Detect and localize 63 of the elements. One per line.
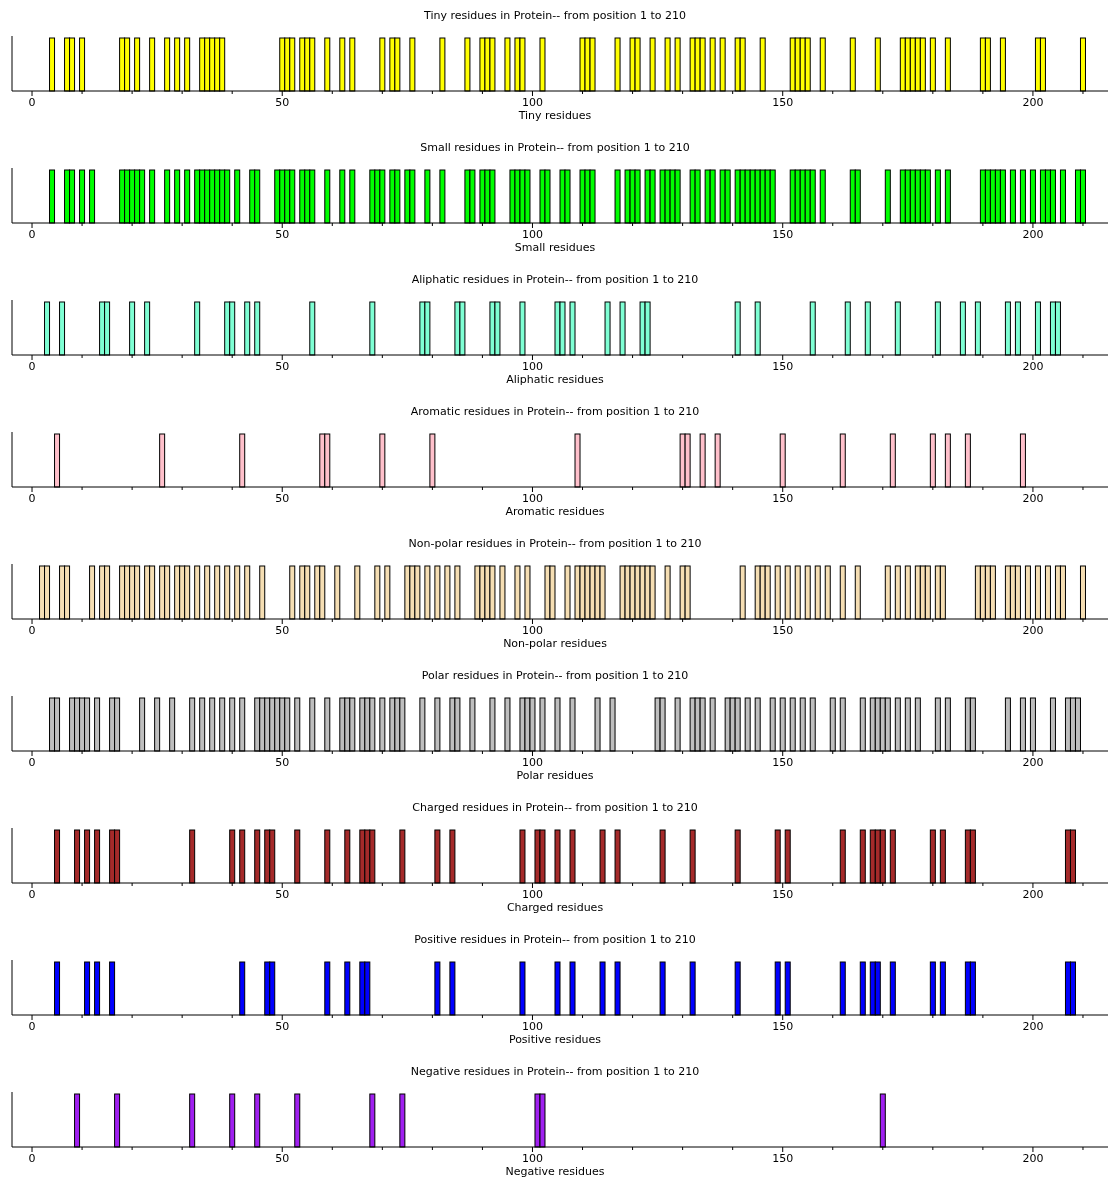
x-tick-label: 150 bbox=[772, 888, 794, 901]
x-axis-title: Positive residues bbox=[508, 1033, 602, 1046]
x-axis-title: Non-polar residues bbox=[503, 637, 608, 650]
chart-title: Aliphatic residues in Protein-- from position 1 to 210 bbox=[411, 273, 699, 286]
x-tick-label: 200 bbox=[1022, 1152, 1044, 1165]
x-tick-label: 200 bbox=[1022, 756, 1044, 769]
x-tick-label: 0 bbox=[28, 1152, 36, 1165]
x-axis-title: Tiny residues bbox=[517, 109, 592, 122]
chart-title: Tiny residues in Protein-- from position 1 to 210 bbox=[423, 9, 686, 22]
x-tick-label: 50 bbox=[275, 360, 290, 373]
x-tick-label: 200 bbox=[1022, 1020, 1044, 1033]
x-tick-label: 100 bbox=[521, 492, 543, 505]
x-tick-label: 50 bbox=[275, 624, 290, 637]
x-tick-label: 50 bbox=[275, 756, 290, 769]
x-tick-label: 150 bbox=[772, 756, 794, 769]
x-tick-label: 50 bbox=[275, 888, 290, 901]
x-tick-label: 0 bbox=[28, 96, 36, 109]
x-tick-label: 0 bbox=[28, 756, 36, 769]
x-tick-label: 150 bbox=[772, 492, 794, 505]
x-tick-label: 100 bbox=[521, 1152, 543, 1165]
x-tick-label: 50 bbox=[275, 1152, 290, 1165]
x-tick-label: 150 bbox=[772, 228, 794, 241]
x-tick-label: 150 bbox=[772, 1020, 794, 1033]
x-tick-label: 50 bbox=[275, 492, 290, 505]
x-tick-label: 100 bbox=[521, 228, 543, 241]
x-tick-label: 100 bbox=[521, 360, 543, 373]
x-tick-label: 0 bbox=[28, 360, 36, 373]
x-tick-label: 200 bbox=[1022, 492, 1044, 505]
x-tick-label: 150 bbox=[772, 1152, 794, 1165]
x-tick-label: 200 bbox=[1022, 360, 1044, 373]
x-tick-label: 150 bbox=[772, 96, 794, 109]
x-axis-title: Polar residues bbox=[516, 769, 594, 782]
x-axis-title: Charged residues bbox=[506, 901, 604, 914]
x-tick-label: 150 bbox=[772, 624, 794, 637]
chart-title: Positive residues in Protein-- from position 1 to 210 bbox=[414, 933, 696, 946]
x-tick-label: 200 bbox=[1022, 888, 1044, 901]
x-tick-label: 200 bbox=[1022, 228, 1044, 241]
x-tick-label: 100 bbox=[521, 624, 543, 637]
x-axis-title: Aliphatic residues bbox=[506, 373, 605, 386]
x-tick-label: 200 bbox=[1022, 624, 1044, 637]
x-tick-label: 100 bbox=[521, 756, 543, 769]
x-tick-label: 0 bbox=[28, 492, 36, 505]
x-tick-label: 50 bbox=[275, 228, 290, 241]
x-axis-title: Small residues bbox=[514, 241, 596, 254]
chart-title: Polar residues in Protein-- from position 1 to 210 bbox=[421, 669, 689, 682]
chart-title: Negative residues in Protein-- from position 1 to 210 bbox=[410, 1065, 700, 1078]
x-tick-label: 0 bbox=[28, 624, 36, 637]
chart-title: Non-polar residues in Protein-- from position 1 to 210 bbox=[408, 537, 702, 550]
x-tick-label: 150 bbox=[772, 360, 794, 373]
x-tick-label: 100 bbox=[521, 888, 543, 901]
chart-title: Small residues in Protein-- from position 1 to 210 bbox=[420, 141, 690, 154]
x-tick-label: 50 bbox=[275, 96, 290, 109]
x-axis-title: Negative residues bbox=[505, 1165, 605, 1178]
chart-title: Aromatic residues in Protein-- from position 1 to 210 bbox=[410, 405, 700, 418]
chart-title: Charged residues in Protein-- from position 1 to 210 bbox=[412, 801, 698, 814]
x-tick-label: 100 bbox=[521, 1020, 543, 1033]
x-tick-label: 100 bbox=[521, 96, 543, 109]
x-tick-label: 50 bbox=[275, 1020, 290, 1033]
x-tick-label: 0 bbox=[28, 228, 36, 241]
x-tick-label: 0 bbox=[28, 888, 36, 901]
x-tick-label: 0 bbox=[28, 1020, 36, 1033]
x-tick-label: 200 bbox=[1022, 96, 1044, 109]
x-axis-title: Aromatic residues bbox=[505, 505, 605, 518]
